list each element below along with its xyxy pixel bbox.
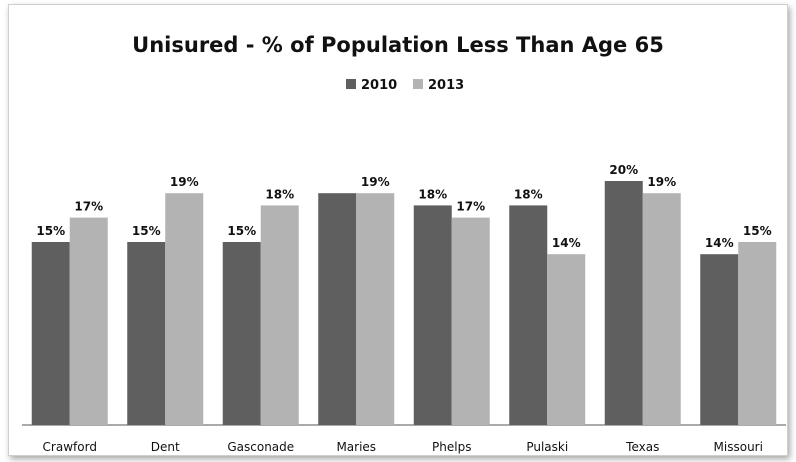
chart-title: Unisured - % of Population Less Than Age…: [132, 33, 664, 57]
data-label-crawford-2013: 17%: [74, 200, 103, 214]
data-label-dent-2010: 15%: [132, 224, 161, 238]
bar-crawford-2013: [69, 217, 108, 425]
bar-maries-2013: [356, 193, 395, 425]
legend-label-2013: 2013: [428, 78, 464, 93]
category-label-crawford: Crawford: [43, 440, 97, 454]
bar-gasconade-2010: [222, 242, 261, 425]
category-label-phelps: Phelps: [432, 440, 471, 454]
data-label-gasconade-2010: 15%: [227, 224, 256, 238]
category-label-gasconade: Gasconade: [227, 440, 294, 454]
bar-phelps-2010: [413, 205, 452, 425]
bar-missouri-2013: [738, 242, 777, 425]
data-label-pulaski-2013: 14%: [552, 236, 581, 250]
data-label-missouri-2010: 14%: [705, 236, 734, 250]
data-label-dent-2013: 19%: [170, 175, 199, 189]
bar-dent-2010: [127, 242, 166, 425]
bar-texas-2013: [642, 193, 681, 425]
legend-swatch-2013: [413, 79, 423, 89]
category-label-maries: Maries: [336, 440, 376, 454]
category-label-texas: Texas: [625, 440, 659, 454]
category-labels: Crawford Dent Gasconade Maries Phelps Pulaski…: [43, 440, 763, 454]
bar-missouri-2010: [700, 254, 739, 425]
data-label-maries-2013: 19%: [361, 175, 390, 189]
legend-label-2010: 2010: [361, 78, 397, 93]
data-label-pulaski-2010: 18%: [514, 187, 543, 201]
data-label-crawford-2010: 15%: [36, 224, 65, 238]
data-label-phelps-2013: 17%: [456, 200, 485, 214]
bar-phelps-2013: [451, 217, 490, 425]
data-label-phelps-2010: 18%: [418, 187, 447, 201]
legend: 2010 2013: [346, 78, 464, 93]
bar-crawford-2010: [31, 242, 70, 425]
bar-gasconade-2013: [260, 205, 299, 425]
data-label-texas-2010: 20%: [609, 163, 638, 177]
category-label-pulaski: Pulaski: [526, 440, 568, 454]
bar-pulaski-2010: [509, 205, 548, 425]
category-label-missouri: Missouri: [714, 440, 763, 454]
data-label-missouri-2013: 15%: [743, 224, 772, 238]
bars: [31, 181, 777, 425]
bar-dent-2013: [165, 193, 204, 425]
bar-texas-2010: [604, 181, 643, 425]
data-label-gasconade-2013: 18%: [265, 187, 294, 201]
bar-pulaski-2013: [547, 254, 586, 425]
data-label-texas-2013: 19%: [647, 175, 676, 189]
legend-swatch-2010: [346, 79, 356, 89]
category-label-dent: Dent: [151, 440, 180, 454]
data-labels: 15% 17% 15% 19% 15% 18% 19% 18% 17% 18% 14% 20% 19% 1…: [36, 163, 771, 250]
bar-maries-2010: [318, 193, 357, 425]
